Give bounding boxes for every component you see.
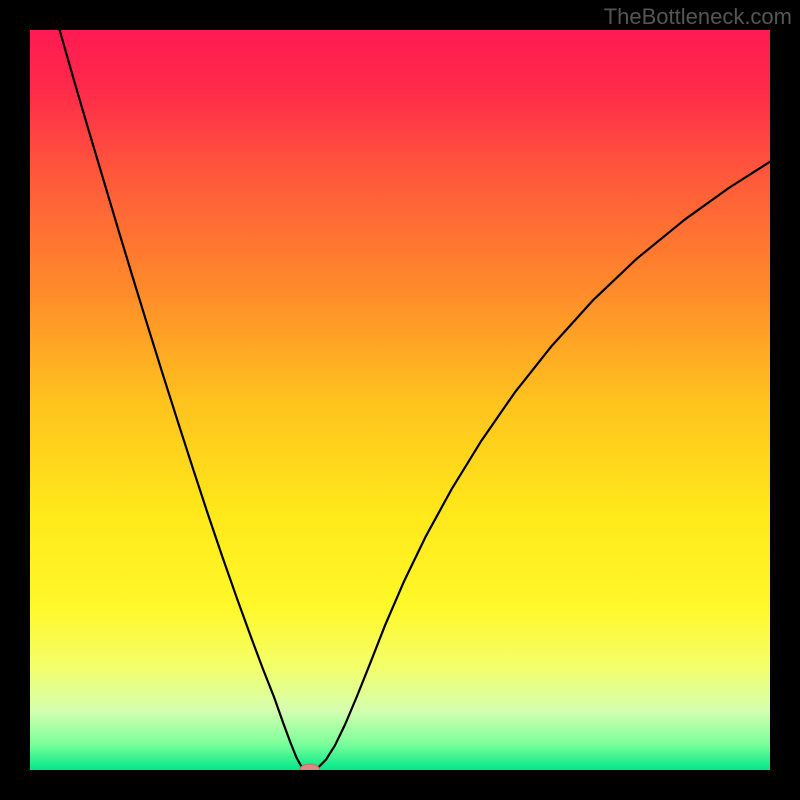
watermark-text: TheBottleneck.com — [604, 4, 792, 30]
bottleneck-curve-chart — [30, 30, 770, 770]
plot-area — [30, 30, 770, 770]
gradient-background — [30, 30, 770, 770]
chart-container: TheBottleneck.com — [0, 0, 800, 800]
